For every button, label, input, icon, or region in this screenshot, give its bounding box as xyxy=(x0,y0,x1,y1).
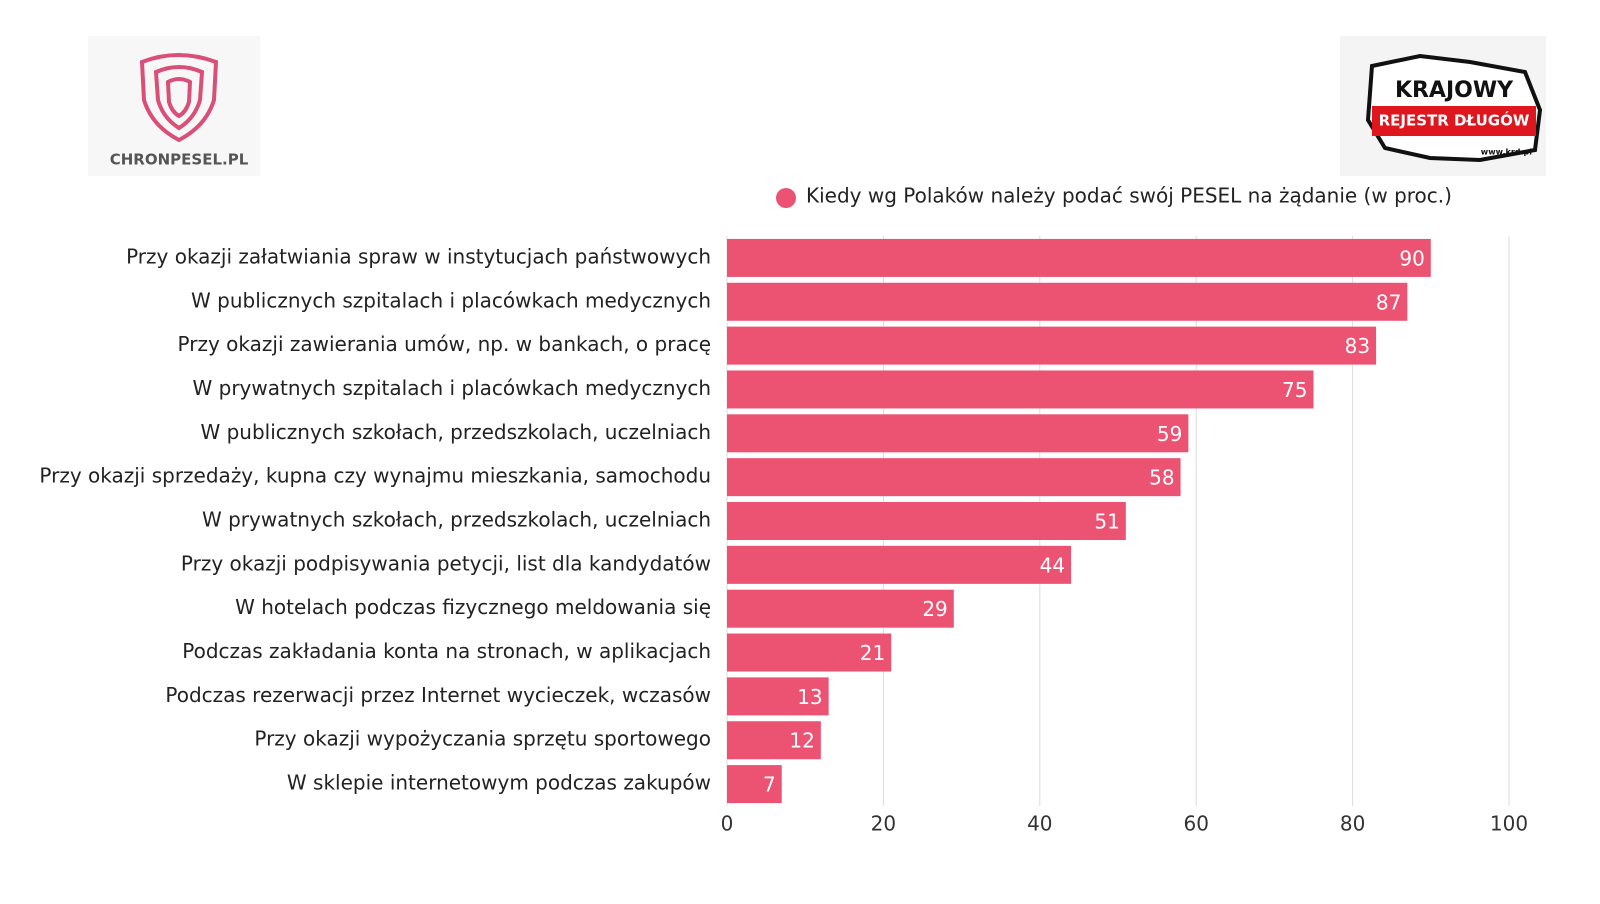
logo-right-title: KRAJOWY xyxy=(1395,78,1514,103)
bar xyxy=(727,765,782,804)
bar xyxy=(727,370,1314,409)
data-label: 59 xyxy=(1157,422,1182,446)
y-tick-label: Przy okazji sprzedaży, kupna czy wynajmu… xyxy=(39,464,711,488)
x-tick-label: 0 xyxy=(721,812,734,836)
bar xyxy=(727,721,821,760)
data-label: 87 xyxy=(1376,290,1401,314)
data-label: 12 xyxy=(789,729,814,753)
logo-fingerprint xyxy=(139,53,219,143)
y-tick-label: W prywatnych szpitalach i placówkach med… xyxy=(192,376,711,400)
data-label: 90 xyxy=(1399,246,1424,270)
data-label: 29 xyxy=(922,597,947,621)
y-tick-label: W publicznych szpitalach i placówkach me… xyxy=(191,288,711,312)
data-label: 13 xyxy=(797,685,822,709)
x-tick-label: 40 xyxy=(1027,812,1052,836)
bar xyxy=(727,633,892,672)
y-tick-label: W hotelach podczas fizycznego meldowania… xyxy=(235,595,711,619)
logo-right-sub: REJESTR DŁUGÓW xyxy=(1379,111,1530,130)
y-tick-label: W sklepie internetowym podczas zakupów xyxy=(287,771,711,795)
y-tick-label: W prywatnych szkołach, przedszkolach, uc… xyxy=(202,508,711,532)
y-tick-label: Podczas rezerwacji przez Internet wyciec… xyxy=(165,683,711,707)
y-tick-label: Przy okazji podpisywania petycji, list d… xyxy=(181,551,711,575)
data-label: 44 xyxy=(1040,553,1065,577)
logo-left-bg xyxy=(88,36,260,176)
data-label: 83 xyxy=(1345,334,1370,358)
data-label: 51 xyxy=(1094,510,1119,534)
bar xyxy=(727,589,954,628)
y-tick-label: Przy okazji zawierania umów, np. w banka… xyxy=(178,332,711,356)
bar xyxy=(727,502,1126,540)
x-tick-label: 100 xyxy=(1490,812,1528,836)
legend-marker xyxy=(776,188,796,208)
data-label: 75 xyxy=(1282,378,1307,402)
x-tick-label: 80 xyxy=(1340,812,1365,836)
data-label: 21 xyxy=(860,641,885,665)
logo-left-text: CHRONPESEL.PL xyxy=(110,151,249,169)
logo-right-url: www.krd.pl xyxy=(1481,148,1532,157)
x-tick-label: 20 xyxy=(871,812,896,836)
y-tick-label: W publicznych szkołach, przedszkolach, u… xyxy=(200,420,711,444)
y-tick-label: Podczas zakładania konta na stronach, w … xyxy=(182,639,711,663)
logo-banner xyxy=(1372,106,1536,136)
bar xyxy=(727,282,1408,321)
y-tick-label: Przy okazji załatwiania spraw w instytuc… xyxy=(126,244,711,268)
bar xyxy=(727,677,829,716)
x-tick-label: 60 xyxy=(1183,812,1208,836)
legend-label: Kiedy wg Polaków należy podać swój PESEL… xyxy=(806,184,1452,208)
y-tick-label: Przy okazji wypożyczania sprzętu sportow… xyxy=(254,727,711,751)
data-label: 7 xyxy=(763,773,776,797)
bar xyxy=(727,545,1072,584)
bar xyxy=(727,458,1181,497)
bar xyxy=(727,326,1377,365)
bar xyxy=(727,238,1431,277)
data-label: 58 xyxy=(1149,466,1174,490)
bar xyxy=(727,414,1189,453)
